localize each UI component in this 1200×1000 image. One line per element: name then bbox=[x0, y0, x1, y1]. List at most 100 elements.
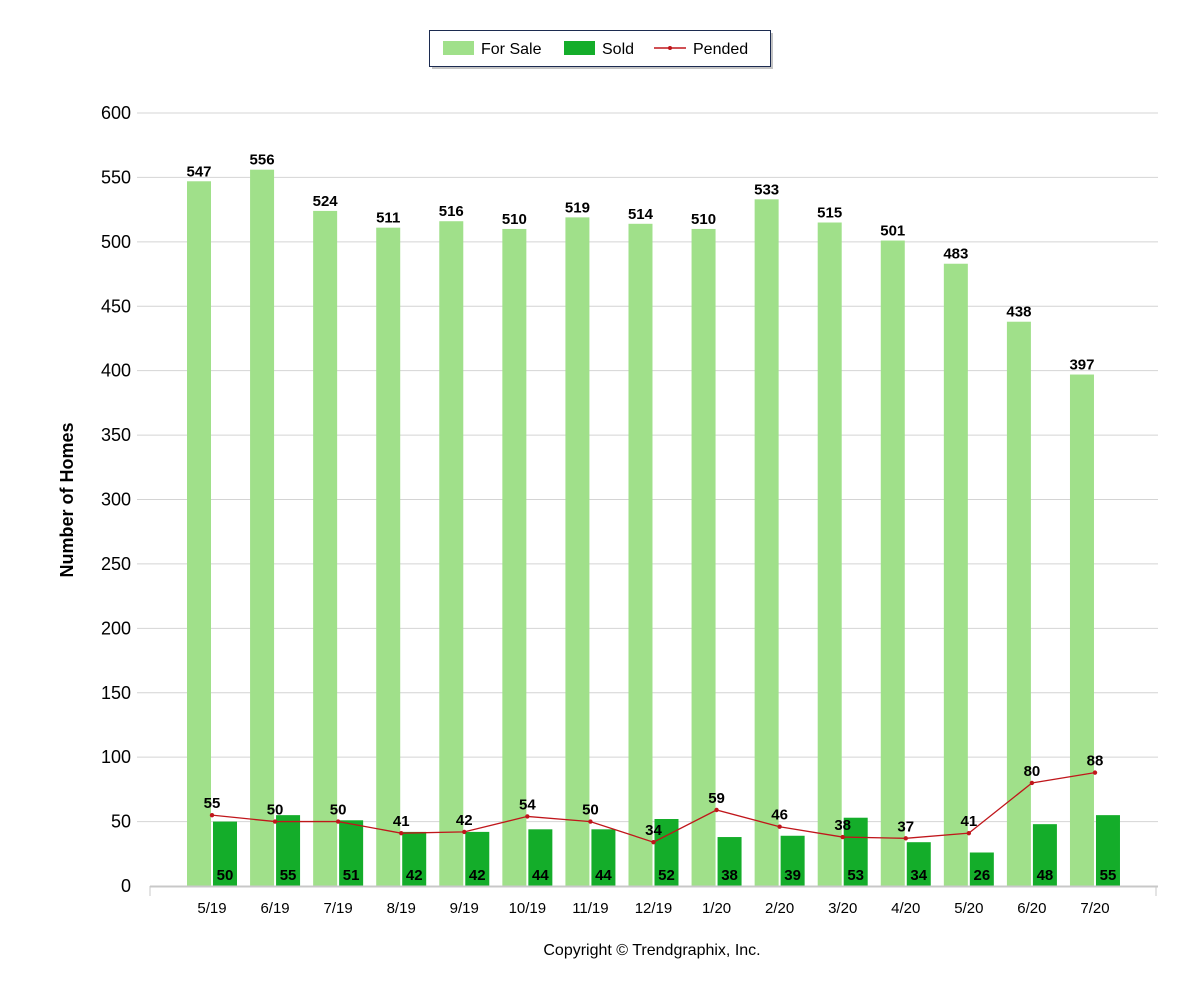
bar-for-sale[interactable] bbox=[502, 228, 527, 886]
bar-sold[interactable] bbox=[402, 831, 427, 886]
legend-label-for-sale[interactable]: For Sale bbox=[481, 41, 542, 58]
for-sale-value-label: 501 bbox=[880, 223, 905, 240]
sold-value-label: 42 bbox=[469, 867, 486, 884]
pended-point[interactable] bbox=[903, 836, 908, 841]
bar-for-sale[interactable] bbox=[376, 227, 401, 886]
bar-for-sale[interactable] bbox=[754, 199, 779, 886]
for-sale-value-label: 438 bbox=[1006, 304, 1031, 321]
bar-sold[interactable] bbox=[1032, 824, 1057, 886]
bar-sold[interactable] bbox=[843, 817, 868, 886]
y-tick-label: 450 bbox=[101, 296, 131, 316]
for-sale-value-label: 556 bbox=[250, 152, 275, 169]
sold-value-label: 39 bbox=[784, 867, 801, 884]
bar-sold[interactable] bbox=[717, 837, 742, 886]
pended-point[interactable] bbox=[272, 819, 278, 824]
bar-for-sale[interactable] bbox=[313, 210, 338, 886]
pended-point[interactable] bbox=[966, 830, 972, 836]
pended-value-label: 59 bbox=[708, 790, 725, 807]
bar-sold[interactable] bbox=[654, 819, 679, 886]
sold-value-label: 44 bbox=[595, 867, 612, 884]
pended-value-label: 50 bbox=[582, 802, 599, 819]
y-tick-label: 100 bbox=[101, 747, 131, 767]
pended-value-label: 46 bbox=[771, 807, 788, 824]
y-tick-label: 500 bbox=[101, 232, 131, 252]
pended-point[interactable] bbox=[777, 824, 782, 829]
x-tick-label: 10/19 bbox=[509, 900, 547, 917]
sold-value-label: 44 bbox=[532, 867, 549, 884]
y-tick-label: 300 bbox=[101, 490, 131, 510]
for-sale-value-label: 514 bbox=[628, 206, 654, 223]
bar-for-sale[interactable] bbox=[565, 217, 590, 887]
bar-for-sale[interactable] bbox=[943, 263, 968, 886]
pended-point[interactable] bbox=[209, 812, 215, 818]
x-tick-label: 7/19 bbox=[324, 900, 353, 917]
pended-value-label: 34 bbox=[645, 822, 662, 839]
pended-point[interactable] bbox=[840, 834, 845, 840]
legend[interactable]: For Sale Sold Pended bbox=[429, 30, 774, 70]
pended-line bbox=[209, 770, 1098, 845]
for-sale-value-label: 483 bbox=[943, 246, 968, 263]
bar-for-sale[interactable] bbox=[628, 223, 653, 887]
for-sale-value-label: 510 bbox=[691, 211, 716, 228]
pended-point[interactable] bbox=[1029, 780, 1035, 786]
sold-value-label: 55 bbox=[280, 867, 297, 884]
bar-for-sale[interactable] bbox=[439, 221, 464, 887]
bar-sold[interactable] bbox=[969, 852, 994, 886]
pended-point[interactable] bbox=[1092, 770, 1098, 775]
pended-point[interactable] bbox=[335, 819, 341, 824]
pended-value-label: 50 bbox=[267, 802, 284, 819]
bar-for-sale[interactable] bbox=[1006, 321, 1031, 887]
bar-sold[interactable] bbox=[591, 829, 616, 886]
pended-value-label: 54 bbox=[519, 796, 536, 813]
pended-point[interactable] bbox=[714, 807, 719, 813]
x-tick-label: 1/20 bbox=[702, 900, 731, 917]
bar-for-sale[interactable] bbox=[1069, 374, 1094, 886]
pended-point[interactable] bbox=[399, 830, 404, 836]
y-tick-label: 200 bbox=[101, 618, 131, 638]
x-tick-label: 2/20 bbox=[765, 900, 794, 917]
pended-point[interactable] bbox=[651, 839, 656, 845]
bar-for-sale[interactable] bbox=[187, 181, 211, 886]
legend-marker-pended bbox=[668, 46, 672, 50]
sold-value-label: 42 bbox=[406, 867, 423, 884]
bar-sold[interactable] bbox=[906, 842, 931, 886]
pended-value-label: 41 bbox=[393, 813, 410, 830]
pended-point[interactable] bbox=[525, 814, 530, 819]
pended-value-label: 80 bbox=[1024, 763, 1041, 780]
y-tick-label: 600 bbox=[101, 103, 131, 123]
bar-for-sale[interactable] bbox=[880, 240, 905, 887]
bar-sold[interactable] bbox=[465, 831, 490, 886]
pended-value-label: 50 bbox=[330, 802, 347, 819]
sold-value-label: 51 bbox=[343, 867, 360, 884]
for-sale-value-label: 533 bbox=[754, 181, 779, 198]
bar-sold[interactable] bbox=[276, 815, 301, 886]
bar-sold[interactable] bbox=[780, 835, 805, 886]
for-sale-value-label: 524 bbox=[313, 193, 339, 210]
legend-swatch-sold bbox=[564, 41, 595, 55]
bar-sold[interactable] bbox=[1095, 815, 1120, 886]
for-sale-value-label: 510 bbox=[502, 211, 527, 228]
pended-value-label: 38 bbox=[834, 817, 851, 834]
pended-point[interactable] bbox=[462, 829, 467, 835]
legend-swatch-for-sale bbox=[443, 41, 474, 55]
legend-label-sold[interactable]: Sold bbox=[602, 41, 634, 58]
y-tick-label: 350 bbox=[101, 425, 131, 445]
sold-value-label: 38 bbox=[721, 867, 738, 884]
bar-sold[interactable] bbox=[528, 829, 553, 886]
for-sale-value-label: 516 bbox=[439, 203, 464, 220]
x-tick-label: 5/20 bbox=[954, 900, 983, 917]
bar-for-sale[interactable] bbox=[691, 228, 716, 886]
for-sale-value-label: 547 bbox=[186, 163, 211, 180]
legend-label-pended[interactable]: Pended bbox=[693, 41, 748, 58]
sold-value-label: 52 bbox=[658, 867, 675, 884]
for-sale-value-label: 519 bbox=[565, 199, 590, 216]
pended-value-label: 41 bbox=[960, 813, 977, 830]
bar-for-sale[interactable] bbox=[250, 169, 275, 887]
bar-sold[interactable] bbox=[339, 820, 364, 886]
bar-sold[interactable] bbox=[213, 821, 237, 886]
bar-for-sale[interactable] bbox=[817, 222, 842, 887]
y-tick-label: 0 bbox=[121, 876, 131, 896]
y-tick-label: 150 bbox=[101, 683, 131, 703]
pended-point[interactable] bbox=[588, 819, 593, 824]
data-labels: 547 50 556 55 524 51 511 42 516 42 510 44 519 44 514 52… bbox=[186, 152, 1116, 884]
